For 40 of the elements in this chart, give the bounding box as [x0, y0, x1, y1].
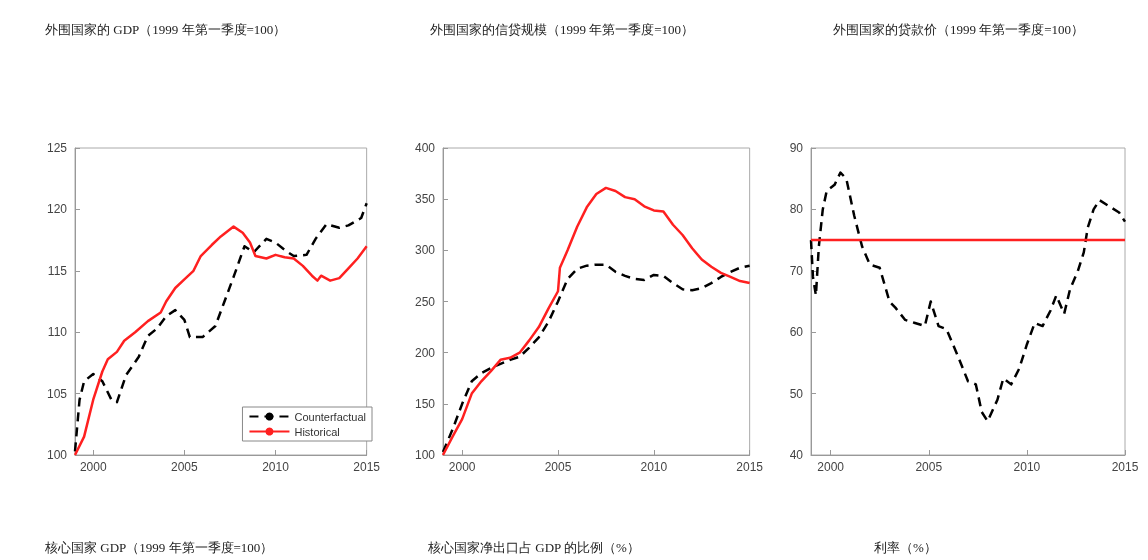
- x-tick-label: 2005: [915, 460, 943, 474]
- line-series: [809, 171, 1127, 423]
- y-tick-label: 100: [414, 448, 436, 462]
- y-tick-label: 105: [46, 386, 68, 401]
- y-tick-label: 115: [47, 263, 68, 278]
- y-tick-label: 350: [414, 192, 436, 207]
- y-tick-label: 110: [47, 325, 68, 340]
- y-tick-label: 125: [46, 141, 68, 155]
- y-tick-label: 120: [46, 202, 68, 217]
- y-tick-label: 250: [414, 294, 436, 309]
- chart-title: 外围国家的信贷规模（1999 年第一季度=100）: [430, 21, 695, 37]
- text: 核心国家 GDP（1999 年第一季度=100）: [44, 540, 274, 555]
- text: 核心国家净出口占 GDP 的比例（%）: [427, 540, 640, 555]
- chart-title: 外围国家的 GDP（1999 年第一季度=100）: [45, 21, 287, 37]
- y-tick-label: 70: [789, 263, 804, 278]
- legend-label: Counterfactual: [294, 410, 366, 423]
- chart-title: 外围国家的贷款价（1999 年第一季度=100）: [833, 21, 1085, 37]
- y-tick-label: 400: [414, 141, 436, 155]
- x-tick-label: 2015: [1111, 460, 1139, 474]
- x-tick-label: 2000: [817, 460, 845, 474]
- x-tick-label: 2010: [640, 460, 668, 474]
- y-tick-label: 60: [789, 325, 804, 340]
- x-tick-label: 2015: [736, 460, 764, 474]
- x-tick-label: 2010: [262, 460, 290, 474]
- text: 利率（%）: [874, 540, 937, 555]
- y-tick-label: 150: [414, 396, 436, 411]
- x-tick-label: 2015: [353, 460, 381, 474]
- y-tick-label: 300: [414, 243, 436, 258]
- legend-label: Historical: [294, 425, 340, 438]
- y-tick-label: 200: [414, 345, 436, 360]
- x-tick-label: 2005: [171, 460, 199, 474]
- y-tick-label: 80: [789, 202, 804, 217]
- y-tick-label: 40: [789, 448, 804, 462]
- y-tick-label: 100: [46, 448, 68, 462]
- x-tick-label: 2010: [1013, 460, 1041, 474]
- y-tick-label: 50: [789, 386, 804, 401]
- y-tick-label: 90: [789, 141, 804, 155]
- x-tick-label: 2000: [448, 460, 476, 474]
- x-tick-label: 2005: [544, 460, 572, 474]
- x-tick-label: 2000: [79, 460, 107, 474]
